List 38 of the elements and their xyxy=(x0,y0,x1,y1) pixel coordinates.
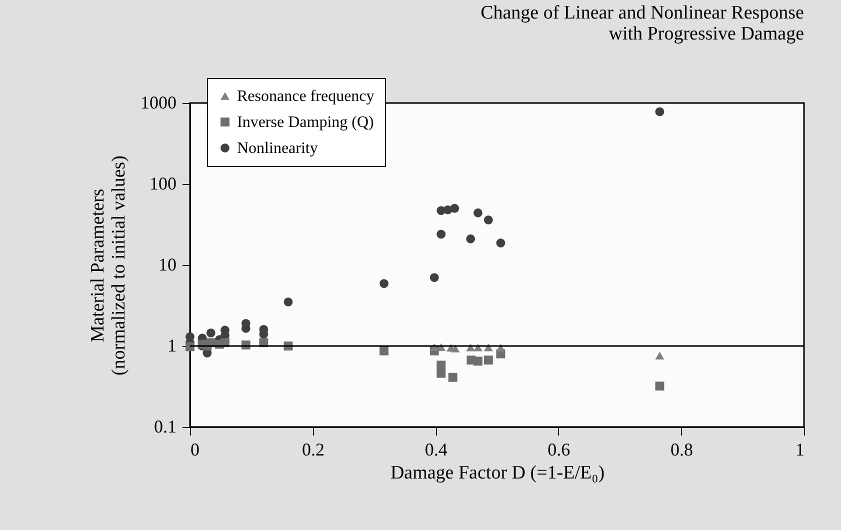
point xyxy=(448,372,458,382)
point xyxy=(436,360,446,370)
point xyxy=(436,230,446,239)
legend-label: Resonance frequency xyxy=(237,88,374,105)
point xyxy=(380,279,388,288)
point xyxy=(484,215,493,224)
point xyxy=(436,368,446,378)
y-tick-label: 10 xyxy=(158,254,176,274)
point xyxy=(655,352,664,360)
x-tick-label: 0.4 xyxy=(424,440,448,460)
x-axis-title: Damage Factor D (=1-E/E₀) xyxy=(390,462,605,484)
x-tick-label: 0.2 xyxy=(302,440,325,460)
y-tick-label: 1 xyxy=(168,336,176,356)
point xyxy=(473,208,482,218)
point xyxy=(484,356,493,365)
point xyxy=(450,344,460,352)
y-tick-label: 100 xyxy=(150,174,176,194)
point xyxy=(473,356,482,366)
point xyxy=(284,297,293,306)
point xyxy=(450,204,460,213)
point xyxy=(496,238,506,248)
point xyxy=(655,107,664,116)
point xyxy=(655,382,664,391)
point xyxy=(206,328,216,338)
y-axis-title: Material Parameters (normalized to initial values) xyxy=(88,155,130,376)
x-tick-label: 0 xyxy=(190,440,200,460)
point xyxy=(466,234,476,244)
x-tick-label: 0.6 xyxy=(548,440,570,460)
chart-title: Change of Linear and Nonlinear Response with Progressive Damage xyxy=(480,2,804,44)
x-tick-label: 1 xyxy=(796,440,804,460)
x-tick-label: 0.8 xyxy=(670,440,693,460)
point xyxy=(186,342,194,352)
y-tick-label: 1000 xyxy=(140,92,176,112)
point xyxy=(380,346,388,356)
legend-label: Nonlinearity xyxy=(237,140,318,157)
y-tick-label: 0.1 xyxy=(154,416,176,436)
legend-label: Inverse Damping (Q) xyxy=(237,114,374,131)
point xyxy=(430,273,439,282)
